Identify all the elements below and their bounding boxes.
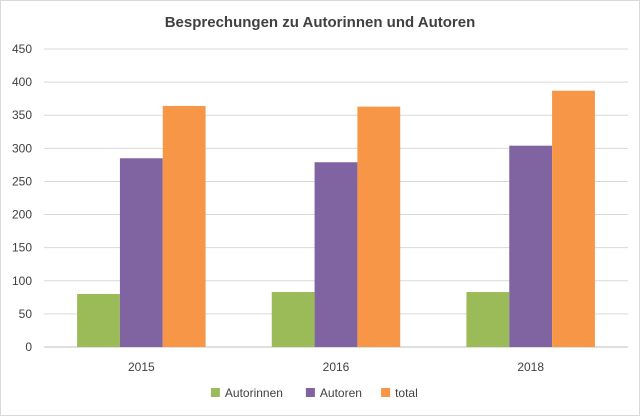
- bar-autorinnen-2015: [77, 294, 120, 347]
- y-tick-label: 50: [19, 307, 33, 321]
- y-tick-label: 0: [25, 340, 32, 354]
- y-tick-label: 350: [12, 108, 32, 122]
- y-tick-label: 450: [12, 42, 32, 56]
- legend-swatch-autoren: [305, 388, 315, 397]
- bar-total-2015: [162, 105, 206, 347]
- legend-label-autoren: Autoren: [320, 386, 362, 400]
- bar-autorinnen-2016: [271, 292, 315, 347]
- legend-label-total: total: [395, 386, 418, 400]
- y-tick-label: 400: [12, 75, 32, 89]
- bar-autoren-2015: [119, 158, 163, 347]
- bars: [77, 90, 595, 347]
- legend-label-autorinnen: Autorinnen: [225, 386, 283, 400]
- chart-title: Besprechungen zu Autorinnen und Autoren: [165, 14, 476, 31]
- y-axis-ticks: 0 50 100 150 200 250 300 350 400 450: [12, 42, 32, 354]
- legend: Autorinnen Autoren total: [210, 386, 418, 400]
- y-tick-label: 100: [12, 274, 32, 288]
- bar-autoren-2016: [314, 162, 358, 347]
- legend-swatch-total: [381, 388, 391, 397]
- y-tick-label: 250: [12, 174, 32, 188]
- legend-swatch-autorinnen: [210, 388, 220, 397]
- y-tick-label: 150: [12, 241, 32, 255]
- bar-total-2016: [357, 106, 401, 347]
- x-tick-label: 2018: [517, 360, 544, 374]
- bar-autoren-2018: [509, 145, 553, 347]
- x-tick-label: 2016: [323, 360, 350, 374]
- bar-autorinnen-2018: [466, 292, 510, 347]
- y-tick-label: 300: [12, 141, 32, 155]
- bar-total-2018: [552, 90, 595, 347]
- x-axis-ticks: 2015 2016 2018: [128, 360, 544, 374]
- y-tick-label: 200: [12, 208, 32, 222]
- x-tick-label: 2015: [128, 360, 155, 374]
